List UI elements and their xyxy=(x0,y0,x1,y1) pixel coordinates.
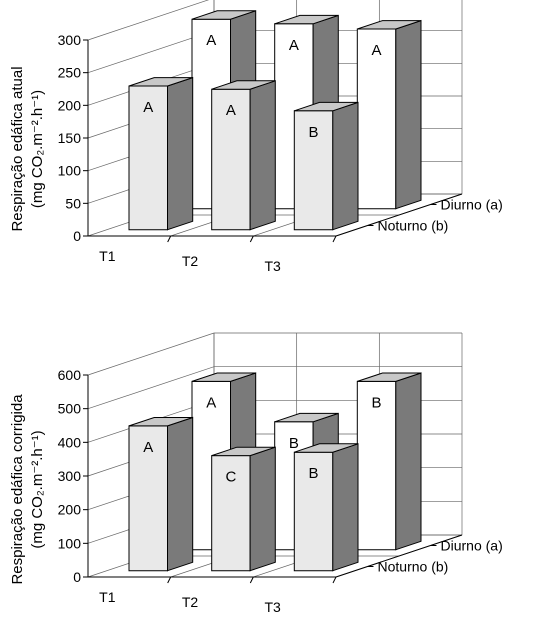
x-tick xyxy=(332,576,337,584)
x-tick xyxy=(167,576,172,584)
bar-letter-label: A xyxy=(372,42,382,59)
category-label: T1 xyxy=(99,589,116,605)
y-tick-label: 300 xyxy=(58,468,82,484)
bar-top-face xyxy=(191,372,256,382)
bar-side-face xyxy=(167,76,194,231)
y-tick-label: 0 xyxy=(73,569,81,585)
bar-top-face xyxy=(357,372,422,382)
bar-letter-label: A xyxy=(143,99,153,116)
bar-letter-label: A xyxy=(289,37,299,54)
bar: B xyxy=(293,443,359,572)
bar: A xyxy=(356,19,422,210)
gridline xyxy=(87,332,462,376)
bar-top-face xyxy=(274,14,339,25)
bar-side-face xyxy=(249,446,276,572)
bar-side-face xyxy=(249,80,276,231)
bar-letter-label: C xyxy=(225,469,236,486)
x-tick xyxy=(249,235,254,243)
category-label: T2 xyxy=(182,253,199,269)
bar: A xyxy=(211,80,276,231)
y-tick-label: 100 xyxy=(58,535,82,551)
bar-top-face xyxy=(274,412,339,423)
bar-letter-label: B xyxy=(309,465,319,482)
y-tick-label: 600 xyxy=(58,367,82,383)
bar-letter-label: A xyxy=(226,102,236,119)
bar: C xyxy=(211,446,276,572)
bar-top-face xyxy=(128,77,193,87)
chart-respiracao-corrigida: 0 100 200 300 400 500 600 T1 T2 T3 Diurno (a) Notur… xyxy=(9,332,503,615)
legend-series-name: Diurno (a) xyxy=(441,538,503,554)
category-label: T1 xyxy=(99,248,116,264)
bar-letter-label: A xyxy=(206,394,216,411)
y-tick-label: 250 xyxy=(58,65,82,81)
y-tick-label: 400 xyxy=(58,434,82,450)
bar-top-face xyxy=(128,417,193,427)
bar: B xyxy=(293,101,359,231)
y-axis-title: Respiração edáfica atual xyxy=(9,66,26,231)
y-axis-unit: (mg CO₂.m⁻².h⁻¹) xyxy=(29,90,46,208)
bar-top-face xyxy=(191,10,256,20)
bar-letter-label: B xyxy=(372,394,382,411)
bar-top-face xyxy=(294,443,359,453)
gridline xyxy=(87,0,210,41)
x-tick xyxy=(167,235,172,243)
bar-letter-label: B xyxy=(289,435,299,452)
y-tick-label: 0 xyxy=(73,228,81,244)
bar-side-face xyxy=(395,372,422,551)
bar: A xyxy=(128,76,194,231)
bar-letter-label: A xyxy=(143,439,153,456)
bar-top-face xyxy=(294,101,359,112)
x-tick xyxy=(249,576,254,584)
legend-series-name: Diurno (a) xyxy=(441,197,503,213)
legend-series-name: Noturno (b) xyxy=(378,559,449,575)
category-label: T3 xyxy=(264,599,281,615)
bar-top-face xyxy=(357,20,422,30)
depth-axis xyxy=(335,534,463,578)
chart-respiracao-atual: 0 50 100 150 200 250 300 T1 T2 T3 Diurno (a) Noturn… xyxy=(9,0,503,274)
bar: A xyxy=(128,416,194,572)
y-tick-label: 300 xyxy=(58,32,82,48)
category-label: T3 xyxy=(264,258,281,274)
y-tick-label: 100 xyxy=(58,163,82,179)
legend-series-name: Noturno (b) xyxy=(378,218,449,234)
bar-letter-label: A xyxy=(206,32,216,49)
bar-side-face xyxy=(167,416,194,572)
bar-side-face xyxy=(332,101,359,231)
y-tick-label: 200 xyxy=(58,97,82,113)
y-axis-title: Respiração edáfica corrigida xyxy=(9,394,26,585)
y-axis-unit: (mg CO₂.m⁻².h⁻¹) xyxy=(29,430,46,548)
bar-top-face xyxy=(211,446,276,457)
y-tick-label: 200 xyxy=(58,502,82,518)
bar: B xyxy=(356,372,422,551)
bar-letter-label: B xyxy=(309,124,319,141)
depth-axis xyxy=(335,193,463,237)
bar-side-face xyxy=(332,443,359,572)
y-tick-label: 150 xyxy=(58,130,82,146)
bar-top-face xyxy=(211,80,276,90)
category-label: T2 xyxy=(182,594,199,610)
bar-side-face xyxy=(395,19,422,210)
y-tick-label: 50 xyxy=(65,195,81,211)
y-tick-label: 500 xyxy=(58,401,82,417)
x-tick xyxy=(332,235,337,243)
